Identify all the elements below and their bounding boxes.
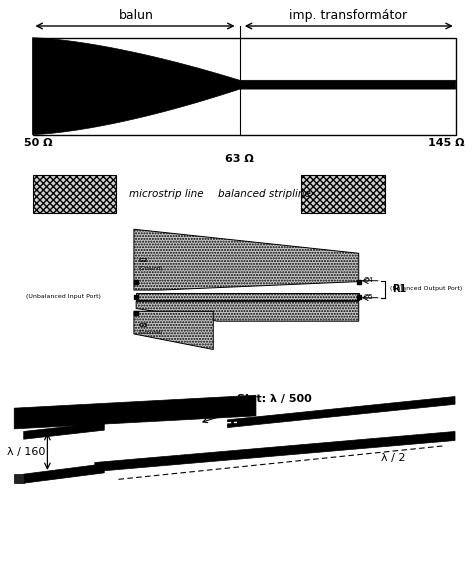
Text: 145 Ω: 145 Ω [428,138,465,148]
Text: (Ground): (Ground) [138,330,163,335]
Text: microstrip line: microstrip line [129,189,204,199]
Text: R1: R1 [392,284,406,294]
Text: imp. transformátor: imp. transformátor [289,10,407,23]
Text: (Balanced Output Port): (Balanced Output Port) [390,286,462,291]
Polygon shape [24,464,104,483]
Polygon shape [95,431,455,471]
Polygon shape [33,38,456,135]
Text: G2: G2 [138,258,148,263]
Polygon shape [134,311,213,349]
Polygon shape [136,293,359,300]
Polygon shape [14,395,256,429]
Text: (Unbalanced Input Port): (Unbalanced Input Port) [26,294,101,299]
Polygon shape [301,174,385,213]
Text: balanced stripline: balanced stripline [218,189,310,199]
Polygon shape [228,397,455,427]
Polygon shape [136,302,359,321]
Polygon shape [134,229,359,290]
Polygon shape [24,422,104,439]
Text: 50 Ω: 50 Ω [24,138,52,148]
Text: 63 Ω: 63 Ω [225,153,254,164]
Text: λ / 2: λ / 2 [381,453,406,464]
Text: G3: G3 [138,323,148,328]
Text: O4: O4 [363,277,373,283]
Text: O5: O5 [363,294,373,299]
Polygon shape [33,174,116,213]
Text: Slot: λ / 500: Slot: λ / 500 [203,394,312,423]
Text: balun: balun [118,10,154,23]
Polygon shape [14,474,24,483]
Text: λ / 160: λ / 160 [7,447,46,457]
Text: (Ground): (Ground) [138,267,163,271]
